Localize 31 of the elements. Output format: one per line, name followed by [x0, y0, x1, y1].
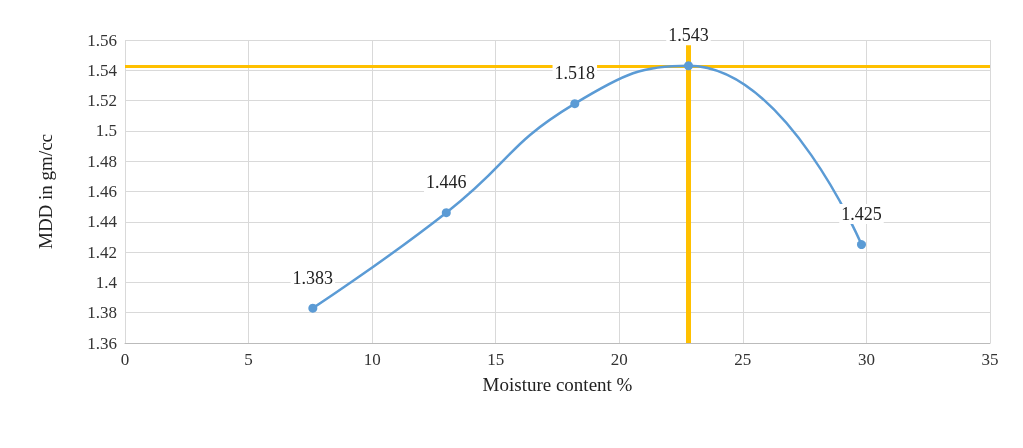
- y-tick-label: 1.48: [87, 151, 117, 171]
- point: [856, 240, 866, 250]
- y-tick-label: 1.42: [87, 242, 117, 262]
- y-tick-label: 1.46: [87, 182, 117, 201]
- point: [570, 99, 580, 109]
- data-label: 1.446: [426, 172, 467, 193]
- y-tick-label: 1.5: [95, 121, 117, 141]
- x-tick-label: 5: [244, 350, 253, 369]
- point: [683, 61, 693, 71]
- x-tick-label: 0: [120, 350, 130, 369]
- x-axis-title: Moisture content %: [482, 374, 633, 395]
- data-label: 1.383: [292, 267, 334, 288]
- y-tick-label: 1.52: [87, 91, 117, 111]
- y-tick-label: 1.56: [87, 30, 117, 50]
- x-tick-label: 35: [981, 350, 999, 369]
- y-tick-label: 1.44: [87, 212, 118, 232]
- y-tick-label: 1.36: [87, 333, 117, 353]
- y-tick-label: 1.54: [87, 60, 118, 80]
- point: [308, 303, 318, 313]
- data-label: 1.518: [554, 63, 596, 84]
- y-tick-label: 1.38: [87, 303, 117, 323]
- x-tick-label: 15: [487, 350, 505, 369]
- x-tick-label: 30: [857, 350, 875, 369]
- data-label: 1.543: [668, 25, 709, 46]
- x-tick-label: 10: [363, 350, 381, 369]
- y-tick-label: 1.4: [95, 272, 118, 292]
- point: [441, 208, 451, 218]
- x-tick-label: 20: [610, 350, 628, 369]
- y-axis-title: MDD in gm/cc: [35, 133, 56, 250]
- data-label: 1.425: [841, 204, 882, 225]
- x-tick-label: 25: [734, 350, 752, 369]
